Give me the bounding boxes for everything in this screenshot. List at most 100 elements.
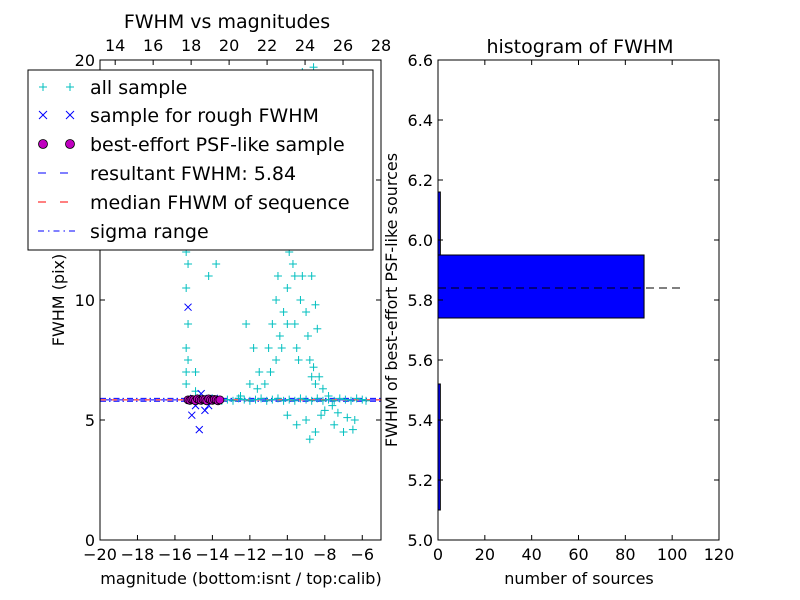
legend-entry-median: median FHWM of sequence [38,192,350,214]
point-rough-sample [195,425,204,434]
left-top-tick-label: 28 [371,36,391,55]
point-all-sample [253,384,262,393]
point-all-sample [245,396,254,405]
point-all-sample [290,320,299,328]
legend-label-resultant-fwhm: resultant FWHM: 5.84 [90,163,296,185]
point-all-sample [302,395,311,404]
left-x-tick-label: −18 [121,545,155,564]
point-all-sample [182,344,191,352]
legend-entry-psf-sample: best-effort PSF-like sample [38,134,345,156]
point-all-sample [341,395,350,404]
right-x-tick-label: 100 [657,545,688,564]
point-all-sample [290,272,299,280]
legend-entry-resultant-fwhm: resultant FWHM: 5.84 [38,163,296,185]
right-y-tick-label: 5.6 [408,351,433,370]
point-all-sample [268,320,277,328]
point-all-sample [311,428,320,436]
point-all-sample [184,356,193,364]
left-x-label: magnitude (bottom:isnt / top:calib) [100,569,381,588]
point-all-sample [285,395,294,404]
point-all-sample [350,416,359,424]
right-y-label: FWHM of best-effort PSF-like sources [382,153,401,447]
point-all-sample [302,416,311,424]
legend-label-sigma-range: sigma range [90,221,209,243]
left-top-tick-label: 14 [105,36,125,55]
right-x-label: number of sources [504,569,654,588]
left-title: FWHM vs magnitudes [124,11,330,33]
right-x-tick-label: 0 [433,545,443,564]
point-all-sample [191,368,200,376]
point-all-sample [307,372,316,381]
point-all-sample [311,300,320,309]
left-top-tick-label: 16 [143,36,163,55]
point-all-sample [288,260,297,268]
point-all-sample [352,394,361,403]
point-all-sample [242,320,251,328]
left-panel: −20−18−16−14−12−10−8−6 05101520 14161820… [27,11,391,588]
right-y-tick-label: 6.4 [408,111,433,130]
point-all-sample [182,380,191,388]
left-x-ticks: −20 −18 −16 −14 −12 −10 −8 −6 [83,535,374,564]
legend-label-rough-sample: sample for rough FWHM [90,105,319,127]
point-rough-sample [187,411,196,420]
point-all-sample [184,260,193,268]
point-all-sample [273,272,282,280]
point-all-sample [266,368,275,376]
point-all-sample [251,395,260,404]
right-panel: 0 20 40 60 80 100 120 5.0 5.2 5.4 5.6 5.8 6.0 6.2 6.4… [382,36,734,588]
point-all-sample [283,320,292,328]
left-top-tick-label: 20 [219,36,239,55]
point-all-sample [313,394,322,403]
point-all-sample [309,363,318,372]
right-x-tick-label: 80 [615,545,635,564]
left-top-tick-label: 18 [181,36,201,55]
left-y-tick-label: 0 [85,531,95,550]
point-all-sample [362,396,371,405]
point-all-sample [330,396,339,405]
point-all-sample [260,380,269,388]
point-all-sample [292,420,301,429]
left-x-tick-label: −10 [270,545,304,564]
point-all-sample [303,332,312,340]
point-all-sample [182,368,191,376]
point-all-sample [320,406,329,415]
point-all-sample [277,344,286,352]
point-all-sample [272,296,281,304]
point-all-sample [339,428,348,436]
point-all-sample [328,401,337,410]
point-all-sample [343,413,352,422]
point-all-sample [275,332,284,340]
left-x-tick-label: −6 [350,545,374,564]
legend-label-all-sample: all sample [90,77,187,99]
point-all-sample [307,272,316,280]
left-y-tick-label: 5 [85,411,95,430]
left-x-tick-label: −16 [158,545,192,564]
left-x-tick-label: −20 [83,545,117,564]
point-all-sample [317,411,326,420]
point-all-sample [313,324,322,333]
legend-label-median: median FHWM of sequence [90,192,350,214]
legend-box [27,69,374,251]
left-y-tick-label: 10 [75,291,95,310]
point-all-sample [212,260,221,268]
point-all-sample [245,380,254,388]
left-x-tick-label: −14 [196,545,230,564]
right-x-tick-label: 60 [568,545,588,564]
point-all-sample [296,296,305,304]
point-all-sample [330,420,339,429]
right-y-tick-label: 5.4 [408,411,433,430]
right-y-tick-label: 6.2 [408,171,433,190]
point-all-sample [249,344,258,352]
point-all-sample [324,392,333,400]
right-histogram-bars [437,191,645,511]
left-y-label: FWHM (pix) [49,254,68,347]
point-all-sample [347,396,356,405]
point-all-sample [290,396,299,405]
point-all-sample [262,396,271,405]
point-all-sample [240,395,249,404]
right-y-tick-label: 6.6 [408,51,433,70]
point-all-sample [311,380,320,388]
point-all-sample [257,394,266,403]
left-top-tick-label: 24 [295,36,315,55]
